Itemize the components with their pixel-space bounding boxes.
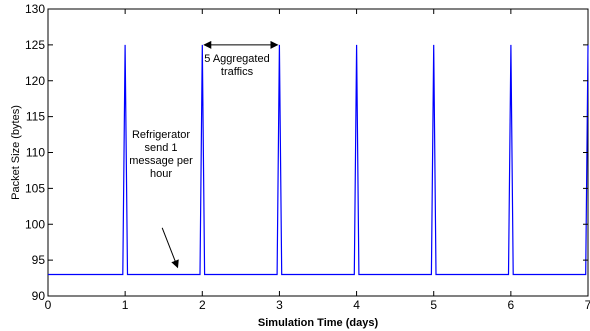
y-axis-title: Packet Size (bytes) (10, 105, 22, 200)
x-tick-label: 7 (585, 298, 590, 312)
y-tick-label: 100 (25, 217, 45, 231)
x-tick-label: 3 (276, 298, 283, 312)
series-line-0 (48, 44, 589, 276)
annotation-line: message per (129, 155, 193, 167)
single-arrow (161, 227, 179, 269)
annotation-aggregated: 5 Aggregated traffics (204, 53, 269, 78)
plot-area (47, 8, 589, 297)
x-tick-label: 2 (199, 298, 206, 312)
y-tick-label: 120 (25, 74, 45, 88)
y-tick-label: 90 (32, 289, 46, 303)
x-tick-label: 0 (45, 298, 52, 312)
y-tick-label: 130 (25, 2, 45, 16)
x-axis-title: Simulation Time (days) (258, 317, 379, 329)
x-tick-label: 5 (430, 298, 437, 312)
y-tick-label: 125 (25, 38, 45, 52)
axis-ticks: 0 1 2 3 4 5 6 7 90 95 100 105 110 115 120 125 130 (25, 2, 590, 312)
annotation-line: send 1 (144, 142, 177, 154)
annotation-line: traffics (221, 66, 254, 78)
annotation-line: 5 Aggregated (204, 53, 269, 65)
x-tick-label: 6 (508, 298, 515, 312)
axes-frame (47, 8, 589, 297)
annotation-refrigerator: Refrigerator send 1 message per hour (129, 129, 193, 180)
annotation-line: Refrigerator (132, 129, 190, 141)
x-tick-label: 4 (353, 298, 360, 312)
annotation-line: hour (150, 168, 172, 180)
y-tick-label: 110 (26, 146, 45, 160)
y-tick-label: 115 (26, 110, 45, 124)
x-tick-label: 1 (122, 298, 129, 312)
annotations: 5 Aggregated traffics Refrigerator send 1 me… (129, 40, 279, 269)
y-tick-label: 105 (25, 181, 45, 195)
y-tick-label: 95 (32, 253, 46, 267)
